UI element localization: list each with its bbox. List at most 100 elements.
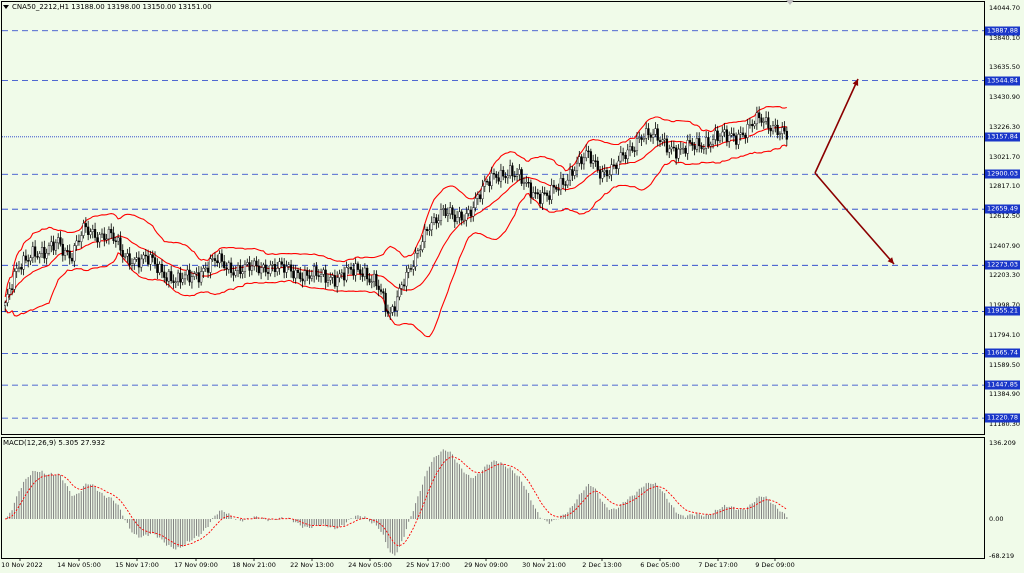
candle-body <box>391 306 394 313</box>
candle-body <box>80 235 83 242</box>
candle-body <box>225 267 228 270</box>
candle-body <box>17 267 21 269</box>
candle-body <box>522 182 526 184</box>
candle-body <box>241 271 244 274</box>
price-scale-label: 12612.50 <box>989 212 1021 220</box>
level-tag: 13157.84 <box>985 132 1021 142</box>
candle-body <box>513 175 516 178</box>
candle-body <box>633 150 636 152</box>
candle-body <box>654 128 657 135</box>
candle-body <box>96 237 99 243</box>
time-axis-label: 30 Nov 21:00 <box>522 561 566 569</box>
candle-body <box>585 150 588 159</box>
candle-body <box>343 272 346 281</box>
time-axis-label: 14 Nov 05:00 <box>57 561 101 569</box>
candle-body <box>50 241 53 247</box>
candle-body <box>396 296 399 311</box>
time-axis-label: 17 Nov 09:00 <box>174 561 218 569</box>
candle-body <box>746 124 749 138</box>
candle-body <box>566 179 569 186</box>
candle-body <box>89 231 92 235</box>
candle-body <box>144 254 147 257</box>
triangle-down-icon[interactable] <box>3 4 9 9</box>
candle-body <box>167 271 170 282</box>
candle-body <box>760 117 763 123</box>
candle-body <box>506 175 509 179</box>
candle-body <box>737 133 740 145</box>
candle-body <box>128 253 131 266</box>
candle-body <box>8 288 11 295</box>
candle-body <box>665 138 669 153</box>
level-tag: 12273.03 <box>985 260 1021 270</box>
price-scale-label: 13430.90 <box>989 93 1021 102</box>
candle-body <box>698 138 701 147</box>
candle-body <box>663 138 666 141</box>
candle-body <box>363 267 366 277</box>
macd-scale-label: 136.209 <box>989 439 1016 447</box>
candle-body <box>771 125 775 132</box>
candle-body <box>354 263 357 276</box>
candle-body <box>15 268 18 272</box>
candle-body <box>695 138 699 150</box>
candle-body <box>495 173 498 178</box>
candle-body <box>181 278 184 283</box>
candle-body <box>479 194 482 200</box>
candle-body <box>34 246 37 257</box>
candle-body <box>347 267 350 269</box>
candle-body <box>555 187 558 190</box>
candle-body <box>54 242 57 251</box>
candle-body <box>149 254 152 265</box>
candle-body <box>6 294 9 303</box>
candle-body <box>539 193 542 204</box>
candle-body <box>326 279 330 283</box>
candle-body <box>638 137 641 139</box>
candle-body <box>534 192 537 194</box>
candle-body <box>303 270 307 282</box>
candle-body <box>269 265 272 274</box>
price-scale-label: 12203.30 <box>989 271 1021 280</box>
time-axis-label: 10 Nov 2022 <box>1 561 43 569</box>
candle-body <box>702 148 705 150</box>
candle-body <box>393 306 396 311</box>
candle-body <box>349 267 353 270</box>
candle-body <box>400 284 403 289</box>
candle-body <box>356 263 360 270</box>
candle-body <box>718 135 722 142</box>
candle-body <box>36 256 39 258</box>
candle-body <box>193 273 196 277</box>
macd-title: MACD(12,26,9) 5.305 27.932 <box>3 439 106 447</box>
bb-upper-line <box>4 106 787 298</box>
candle-body <box>234 270 237 276</box>
candle-body <box>592 160 595 164</box>
candle-body <box>423 228 426 242</box>
candle-body <box>458 211 461 218</box>
price-scale-label: 12817.10 <box>989 182 1021 191</box>
candle-body <box>481 186 484 200</box>
candle-body <box>368 278 371 283</box>
candle-body <box>488 181 491 186</box>
candle-body <box>628 146 632 151</box>
candle-body <box>732 133 735 136</box>
bb-middle-line <box>4 126 787 304</box>
level-tag: 11955.21 <box>985 306 1021 316</box>
candle-body <box>693 145 696 150</box>
candle-body <box>472 207 475 217</box>
candle-body <box>57 237 60 244</box>
candle-body <box>370 281 373 284</box>
candle-body <box>449 207 452 215</box>
candle-body <box>622 152 625 156</box>
price-scale-label: 13226.30 <box>989 122 1021 131</box>
chart-shift-marker[interactable] <box>786 0 794 5</box>
candle-body <box>209 258 212 273</box>
candle-body <box>333 275 336 287</box>
candle-body <box>615 164 618 169</box>
candle-body <box>626 149 629 160</box>
candle-body <box>40 247 44 254</box>
candle-body <box>379 289 383 292</box>
candle-body <box>437 220 440 224</box>
candle-body <box>160 264 164 273</box>
candle-body <box>711 139 715 145</box>
candle-body <box>266 271 270 274</box>
